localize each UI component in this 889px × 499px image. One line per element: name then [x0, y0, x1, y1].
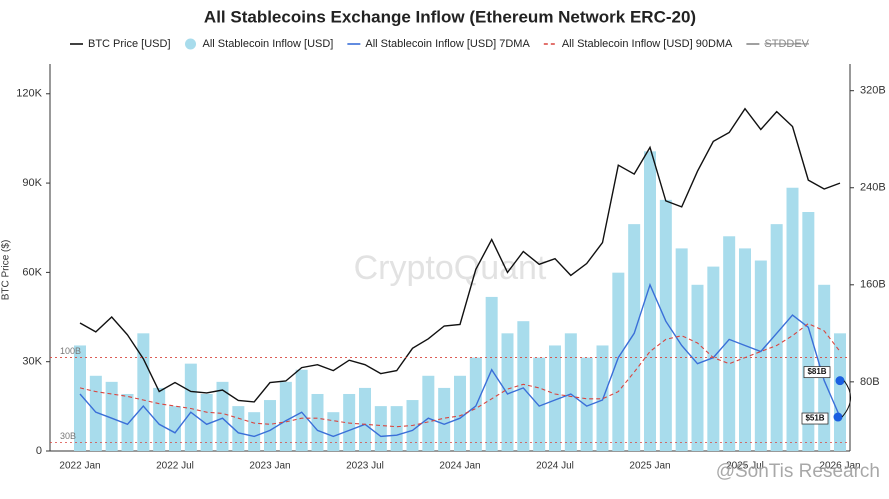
legend-label: BTC Price [USD]	[88, 38, 171, 50]
x-tick-label: 2022 Jan	[59, 461, 100, 472]
inflow-bar	[564, 333, 577, 451]
reference-label: 100B	[60, 346, 81, 356]
annotation-point	[835, 376, 845, 386]
y2-tick-label: 320B	[860, 85, 886, 97]
y-axis-label: BTC Price ($)	[1, 240, 12, 301]
credit: @SonTis Research	[716, 461, 880, 482]
inflow-bar	[802, 212, 815, 451]
inflow-bar	[184, 363, 197, 451]
y2-tick-label: 80B	[860, 376, 880, 388]
inflow-bar	[485, 296, 498, 451]
y-tick-label: 90K	[22, 177, 42, 189]
inflow-bar	[612, 272, 625, 451]
x-tick-label: 2023 Jan	[249, 461, 290, 472]
inflow-bar	[786, 187, 799, 451]
chart-title: All Stablecoins Exchange Inflow (Ethereu…	[204, 7, 696, 26]
inflow-bar	[169, 406, 181, 451]
inflow-bar	[279, 381, 292, 451]
y2-tick-label: 160B	[860, 279, 886, 291]
inflow-bar	[216, 381, 229, 451]
y-tick-label: 120K	[16, 88, 42, 100]
inflow-bar	[359, 387, 371, 451]
legend-label: All Stablecoin Inflow [USD] 90DMA	[562, 38, 733, 50]
x-tick-label: 2026 Jan	[819, 461, 860, 472]
inflow-bar	[549, 345, 561, 451]
legend-item: All Stablecoin Inflow [USD] 7DMA	[347, 38, 530, 50]
inflow-bar	[374, 406, 387, 451]
inflow-bar	[74, 345, 86, 451]
annotation-arrow	[841, 380, 851, 418]
inflow-bar	[754, 260, 767, 451]
inflow-bar	[517, 321, 530, 451]
y-tick-label: 60K	[22, 266, 42, 278]
inflow-bar	[232, 406, 245, 451]
inflow-bar	[311, 393, 324, 451]
annotation-label: $81B	[807, 367, 826, 376]
inflow-bar	[153, 387, 166, 451]
y2-tick-label: 240B	[860, 182, 886, 194]
inflow-bar	[438, 387, 451, 451]
annotation-box	[803, 366, 831, 379]
inflow-bar	[327, 412, 340, 451]
inflow-bar	[121, 393, 134, 451]
inflow-bar	[422, 375, 435, 451]
series-line	[79, 107, 841, 403]
x-tick-label: 2024 Jul	[536, 461, 574, 472]
inflow-bar	[501, 333, 514, 451]
x-tick-label: 2022 Jul	[156, 461, 194, 472]
inflow-bar	[264, 400, 276, 451]
inflow-bar	[137, 333, 150, 451]
annotation-point	[833, 412, 843, 422]
inflow-bar	[675, 248, 688, 451]
inflow-bar	[834, 333, 846, 451]
series-line	[79, 322, 841, 428]
y-tick-label: 30K	[22, 356, 42, 368]
x-tick-label: 2025 Jul	[726, 461, 764, 472]
inflow-bar	[770, 224, 783, 451]
watermark: CryptoQuant	[354, 249, 547, 287]
inflow-bar	[248, 412, 261, 451]
inflow-bar	[89, 375, 102, 451]
inflow-bar	[454, 375, 466, 451]
x-tick-label: 2025 Jan	[629, 461, 670, 472]
inflow-bar	[707, 266, 720, 451]
legend-label: All Stablecoin Inflow [USD] 7DMA	[365, 38, 530, 50]
inflow-bar	[533, 357, 546, 451]
legend-item: All Stablecoin Inflow [USD] 90DMA	[543, 38, 733, 50]
y-tick-label: 0	[36, 445, 42, 457]
inflow-bar	[390, 406, 403, 451]
x-tick-label: 2024 Jan	[439, 461, 480, 472]
inflow-bar	[343, 393, 356, 451]
inflow-bar	[691, 284, 704, 451]
inflow-bar	[105, 381, 118, 451]
legend-label: All Stablecoin Inflow [USD]	[203, 38, 334, 50]
inflow-bar	[739, 248, 751, 451]
legend-item: All Stablecoin Inflow [USD]	[185, 38, 333, 50]
inflow-bar	[295, 369, 308, 451]
inflow-bar	[200, 393, 213, 451]
reference-label: 30B	[60, 431, 76, 441]
inflow-bar	[580, 357, 593, 451]
annotation-label: $51B	[805, 414, 824, 423]
legend-label: STDDEV	[764, 38, 809, 50]
inflow-bar	[723, 236, 736, 451]
inflow-bar	[644, 151, 656, 451]
legend-item: BTC Price [USD]	[70, 38, 171, 50]
annotation-box	[801, 412, 829, 425]
x-tick-label: 2023 Jul	[346, 461, 384, 472]
inflow-bar	[659, 199, 672, 451]
inflow-bar	[628, 224, 641, 451]
legend-swatch	[185, 38, 197, 50]
